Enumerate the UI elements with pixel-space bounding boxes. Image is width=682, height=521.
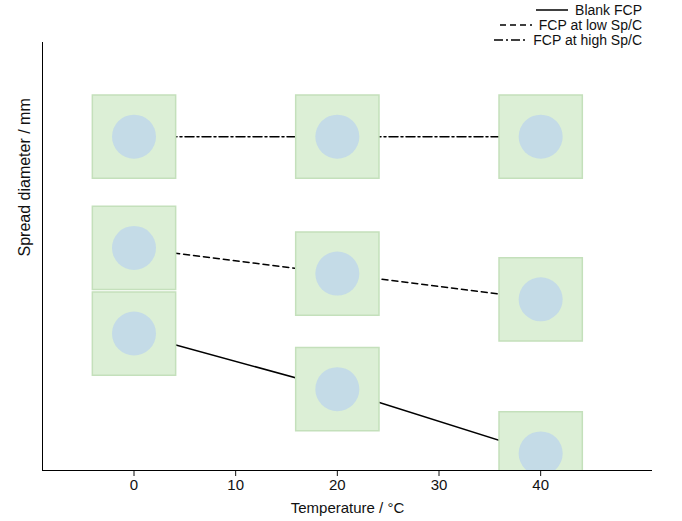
svg-text:0: 0 — [130, 476, 138, 493]
svg-text:40: 40 — [532, 476, 549, 493]
svg-text:20: 20 — [329, 476, 346, 493]
svg-text:Temperature / °C: Temperature / °C — [291, 499, 405, 516]
html-text:FCP at low Sp/C: FCP at low Sp/C — [538, 16, 642, 33]
html-text:FCP at high Sp/C: FCP at high Sp/C — [533, 31, 642, 48]
svg-text:Spread diameter / mm: Spread diameter / mm — [16, 98, 33, 256]
svg-text:30: 30 — [431, 476, 448, 493]
svg-text:10: 10 — [227, 476, 244, 493]
html-text:Blank FCP: Blank FCP — [575, 1, 642, 18]
